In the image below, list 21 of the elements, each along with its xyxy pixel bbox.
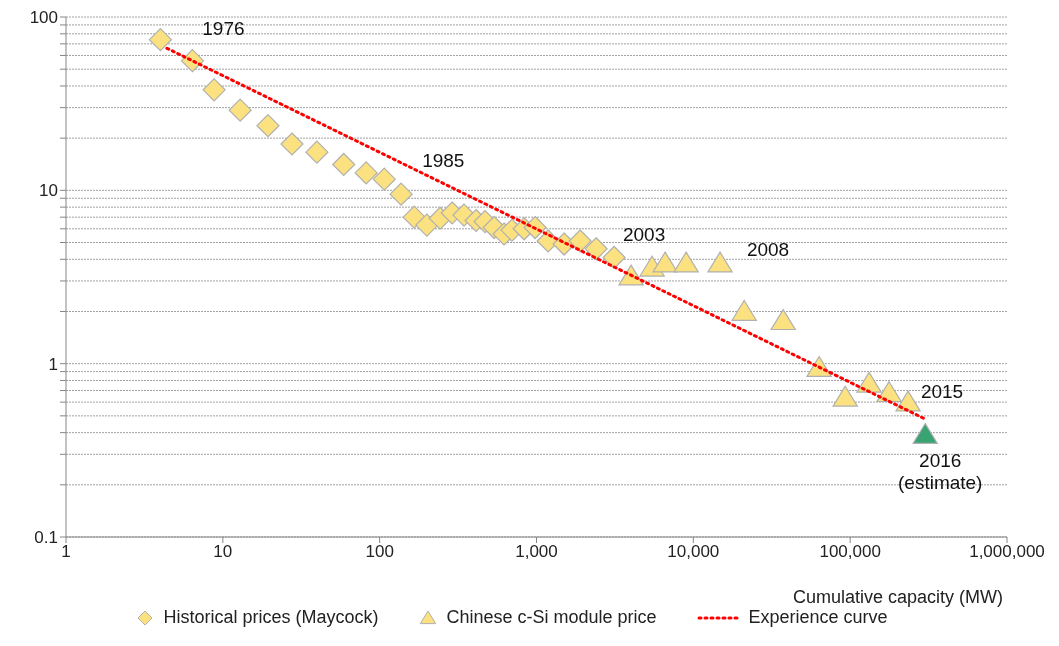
annotation: 1985 <box>422 150 465 172</box>
y-tick-label: 10 <box>39 181 58 201</box>
annotation: 2016 (estimate) <box>897 449 983 493</box>
annotation: 2008 <box>746 239 790 261</box>
legend-label: Experience curve <box>748 607 888 628</box>
legend-label: Historical prices (Maycock) <box>163 607 379 628</box>
annotation: 1976 <box>202 17 245 39</box>
y-tick-label: 0.1 <box>34 528 58 548</box>
x-tick-label: 10 <box>213 542 233 562</box>
x-axis-title: Cumulative capacity (MW) <box>792 587 1003 607</box>
x-tick-label: 100 <box>365 542 394 562</box>
legend-label: Chinese c-Si module price <box>446 607 657 628</box>
x-tick-label: 100,000 <box>819 542 881 562</box>
x-tick-label: 10,000 <box>667 542 720 562</box>
annotation: 2015 <box>920 381 964 403</box>
annotation: 2003 <box>622 224 666 246</box>
y-tick-label: 1 <box>48 354 58 374</box>
y-tick-label: 100 <box>29 8 58 28</box>
x-tick-label: 1 <box>61 542 71 562</box>
x-tick-label: 1,000,000 <box>969 542 1045 562</box>
x-tick-label: 1,000 <box>515 542 558 562</box>
